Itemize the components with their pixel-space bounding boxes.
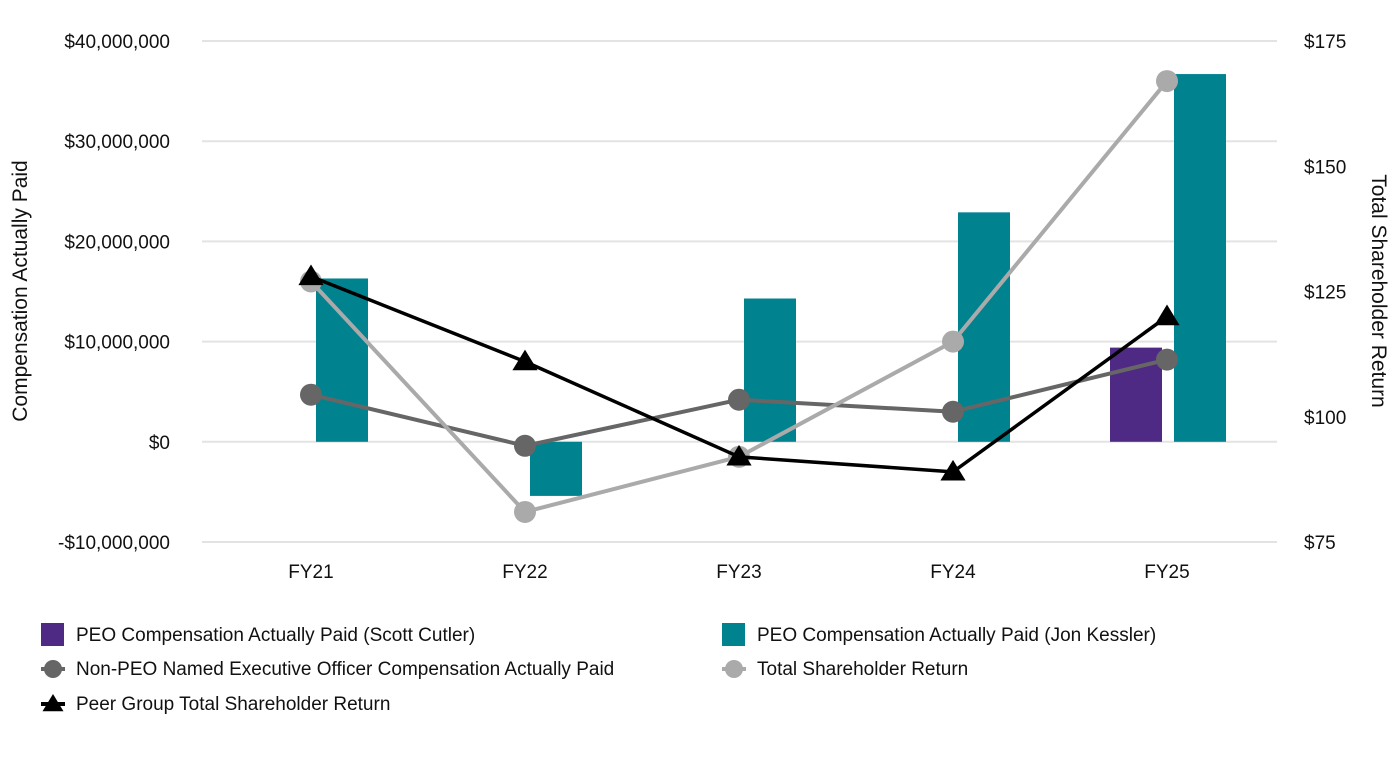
data-point — [1156, 70, 1178, 93]
right-axis: $175 $150 $125 $100 $75 — [1304, 32, 1346, 554]
series-line — [300, 348, 1178, 457]
left-tick-label: $10,000,000 — [64, 333, 170, 354]
data-point — [514, 434, 536, 457]
category-label: FY25 — [1144, 562, 1189, 583]
legend-item: Non-PEO Named Executive Officer Compensa… — [41, 659, 614, 680]
left-tick-label: -$10,000,000 — [58, 533, 170, 554]
legend-item: PEO Compensation Actually Paid (Scott Cu… — [41, 623, 475, 646]
right-tick-label: $175 — [1304, 32, 1346, 53]
left-tick-label: $20,000,000 — [64, 232, 170, 253]
legend-marker — [725, 660, 743, 678]
data-point — [514, 500, 536, 523]
legend-label: PEO Compensation Actually Paid (Jon Kess… — [757, 625, 1156, 646]
data-point — [726, 444, 752, 466]
bar — [744, 298, 796, 442]
category-label: FY22 — [502, 562, 547, 583]
legend-swatch — [41, 623, 64, 646]
legend-label: Total Shareholder Return — [757, 659, 968, 680]
bar — [316, 278, 368, 442]
legend-label: Peer Group Total Shareholder Return — [76, 694, 390, 715]
legend-label: PEO Compensation Actually Paid (Scott Cu… — [76, 625, 475, 646]
left-tick-label: $30,000,000 — [64, 132, 170, 153]
bar — [1174, 74, 1226, 442]
right-tick-label: $75 — [1304, 533, 1336, 554]
series-line — [298, 264, 1180, 481]
data-point — [728, 388, 750, 411]
legend-marker — [42, 694, 64, 712]
right-axis-title: Total Shareholder Return — [1367, 174, 1390, 407]
legend-marker — [44, 660, 62, 678]
category-label: FY21 — [288, 562, 333, 583]
left-tick-label: $0 — [149, 433, 170, 454]
bar — [530, 441, 582, 496]
left-axis: $40,000,000 $30,000,000 $20,000,000 $10,000… — [58, 32, 170, 554]
right-tick-label: $100 — [1304, 408, 1346, 429]
data-point — [298, 264, 324, 286]
data-point — [942, 400, 964, 423]
legend-item: PEO Compensation Actually Paid (Jon Kess… — [722, 623, 1156, 646]
data-point — [1154, 304, 1180, 326]
legend-item: Total Shareholder Return — [722, 659, 968, 680]
data-point — [300, 383, 322, 406]
left-tick-label: $40,000,000 — [64, 32, 170, 53]
bars — [316, 74, 1226, 496]
legend-item: Peer Group Total Shareholder Return — [41, 694, 390, 715]
legend-swatch — [722, 623, 745, 646]
data-point — [512, 349, 538, 371]
x-axis: FY21 FY22 FY23 FY24 FY25 — [288, 562, 1189, 583]
category-label: FY24 — [930, 562, 976, 583]
data-point — [942, 330, 964, 353]
right-tick-label: $125 — [1304, 283, 1346, 304]
category-label: FY23 — [716, 562, 761, 583]
left-axis-title: Compensation Actually Paid — [9, 160, 32, 422]
gridlines — [202, 40, 1277, 543]
legend-label: Non-PEO Named Executive Officer Compensa… — [76, 659, 614, 680]
right-tick-label: $150 — [1304, 157, 1346, 178]
legend: PEO Compensation Actually Paid (Scott Cu… — [41, 623, 1156, 715]
data-point — [940, 459, 966, 481]
data-point — [1156, 348, 1178, 371]
